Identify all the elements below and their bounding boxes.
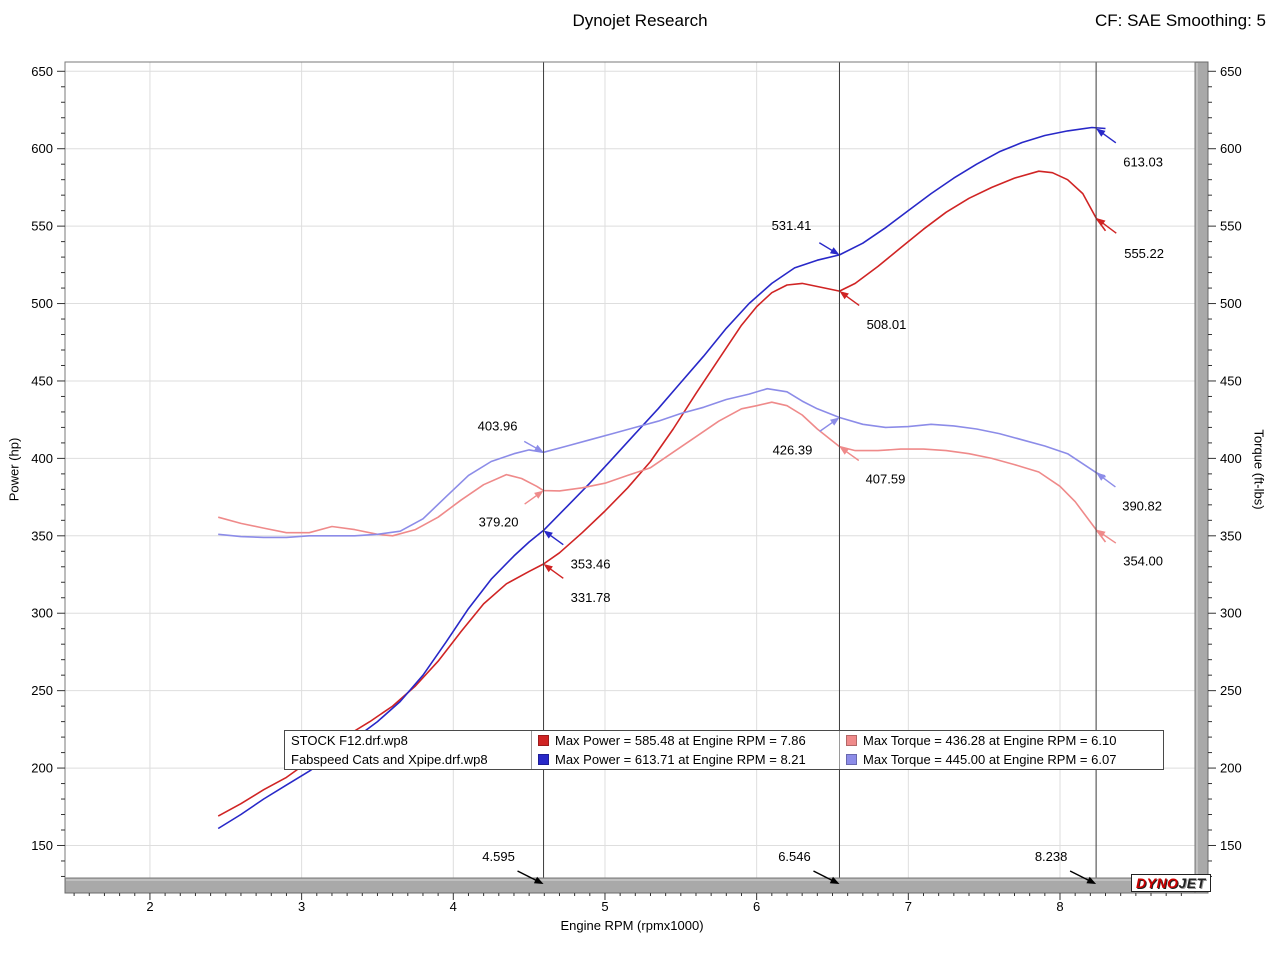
torque-swatch-stock	[846, 735, 857, 746]
rpm-tick-label: 8	[1056, 899, 1063, 914]
rpm-tick-label: 3	[298, 899, 305, 914]
plot-border	[64, 61, 1196, 879]
value-callout: 354.00	[1123, 554, 1163, 569]
value-callout: 331.78	[571, 590, 611, 605]
torque-tick-label: 300	[1220, 606, 1242, 621]
power-tick-label: 350	[31, 528, 53, 543]
legend-box: STOCK F12.drf.wp8 Max Power = 585.48 at …	[284, 730, 1164, 770]
power-tick-label: 400	[31, 451, 53, 466]
legend-max-power: Max Power = 613.71 at Engine RPM = 8.21	[531, 750, 839, 769]
legend-max-power-text: Max Power = 613.71 at Engine RPM = 8.21	[555, 752, 806, 767]
legend-max-power: Max Power = 585.48 at Engine RPM = 7.86	[531, 731, 839, 750]
rpm-axis-label: Engine RPM (rpmx1000)	[560, 918, 704, 933]
torque-tick-label: 250	[1220, 683, 1242, 698]
value-callout: 403.96	[478, 418, 518, 433]
torque-axis-label: Torque (ft-lbs)	[1251, 429, 1267, 510]
value-callout: 353.46	[571, 556, 611, 571]
power-tick-label: 150	[31, 838, 53, 853]
value-callout: 407.59	[866, 472, 906, 487]
legend-max-power-text: Max Power = 585.48 at Engine RPM = 7.86	[555, 733, 806, 748]
torque-tick-label: 200	[1220, 761, 1242, 776]
value-callout: 508.01	[867, 317, 907, 332]
value-callout: 555.22	[1124, 246, 1164, 261]
dynojet-logo: DYNOJET	[1131, 874, 1211, 892]
power-tick-label: 500	[31, 296, 53, 311]
rpm-tick-label: 4	[450, 899, 457, 914]
legend-max-torque-text: Max Torque = 445.00 at Engine RPM = 6.07	[863, 752, 1117, 767]
marker-rpm-label: 6.546	[778, 849, 811, 864]
torque-tick-label: 450	[1220, 373, 1242, 388]
power-tick-label: 300	[31, 606, 53, 621]
torque-tick-label: 550	[1220, 219, 1242, 234]
power-tick-label: 550	[31, 219, 53, 234]
power-swatch-stock	[538, 735, 549, 746]
legend-run-name: STOCK F12.drf.wp8	[291, 733, 408, 748]
legend-max-torque: Max Torque = 445.00 at Engine RPM = 6.07	[839, 750, 1161, 769]
marker-rpm-label: 4.595	[482, 849, 515, 864]
power-tick-label: 600	[31, 141, 53, 156]
curve-torque_mod	[218, 387, 1106, 539]
page-title: Dynojet Research	[572, 11, 708, 30]
smoothing-label: CF: SAE Smoothing: 5	[1094, 11, 1266, 30]
power-axis-label: Power (hp)	[6, 437, 22, 502]
legend-run-name: Fabspeed Cats and Xpipe.drf.wp8	[291, 752, 488, 767]
power-tick-label: 200	[31, 761, 53, 776]
torque-tick-label: 500	[1220, 296, 1242, 311]
curve-power_mod	[217, 126, 1106, 830]
rpm-tick-label: 7	[905, 899, 912, 914]
rpm-tick-label: 2	[146, 899, 153, 914]
legend-max-torque: Max Torque = 436.28 at Engine RPM = 6.10	[839, 731, 1161, 750]
legend-max-torque-text: Max Torque = 436.28 at Engine RPM = 6.10	[863, 733, 1117, 748]
marker-rpm-label: 8.238	[1035, 849, 1068, 864]
value-callout: 613.03	[1123, 155, 1163, 170]
power-swatch-mod	[538, 754, 549, 765]
torque-tick-label: 150	[1220, 838, 1242, 853]
power-tick-label: 450	[31, 373, 53, 388]
torque-tick-label: 350	[1220, 528, 1242, 543]
torque-tick-label: 400	[1220, 451, 1242, 466]
value-callout: 379.20	[479, 515, 519, 530]
value-callout: 531.41	[772, 218, 812, 233]
torque-tick-label: 650	[1220, 64, 1242, 79]
power-tick-label: 250	[31, 683, 53, 698]
rpm-tick-label: 5	[601, 899, 608, 914]
rpm-tick-label: 6	[753, 899, 760, 914]
curve-power_stock	[217, 170, 1107, 817]
value-callout: 390.82	[1122, 499, 1162, 514]
torque-swatch-mod	[846, 754, 857, 765]
power-tick-label: 650	[31, 64, 53, 79]
value-callout: 426.39	[773, 443, 813, 458]
curve-torque_stock	[217, 401, 1107, 543]
torque-tick-label: 600	[1220, 141, 1242, 156]
dynojet-logo-text: DYNO	[1136, 875, 1179, 891]
